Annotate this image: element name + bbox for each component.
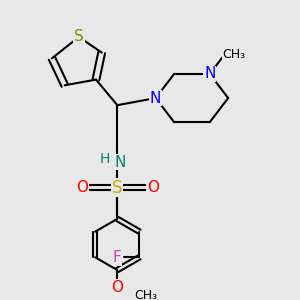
Text: O: O bbox=[111, 280, 123, 295]
Text: N: N bbox=[204, 66, 215, 81]
Text: H: H bbox=[99, 152, 110, 166]
Text: S: S bbox=[112, 178, 123, 196]
Text: F: F bbox=[112, 250, 121, 265]
Text: CH₃: CH₃ bbox=[134, 289, 157, 300]
Text: N: N bbox=[150, 91, 161, 106]
Text: S: S bbox=[74, 29, 84, 44]
Text: N: N bbox=[115, 154, 126, 169]
Text: CH₃: CH₃ bbox=[222, 47, 245, 61]
Text: O: O bbox=[147, 180, 159, 195]
Text: O: O bbox=[76, 180, 88, 195]
